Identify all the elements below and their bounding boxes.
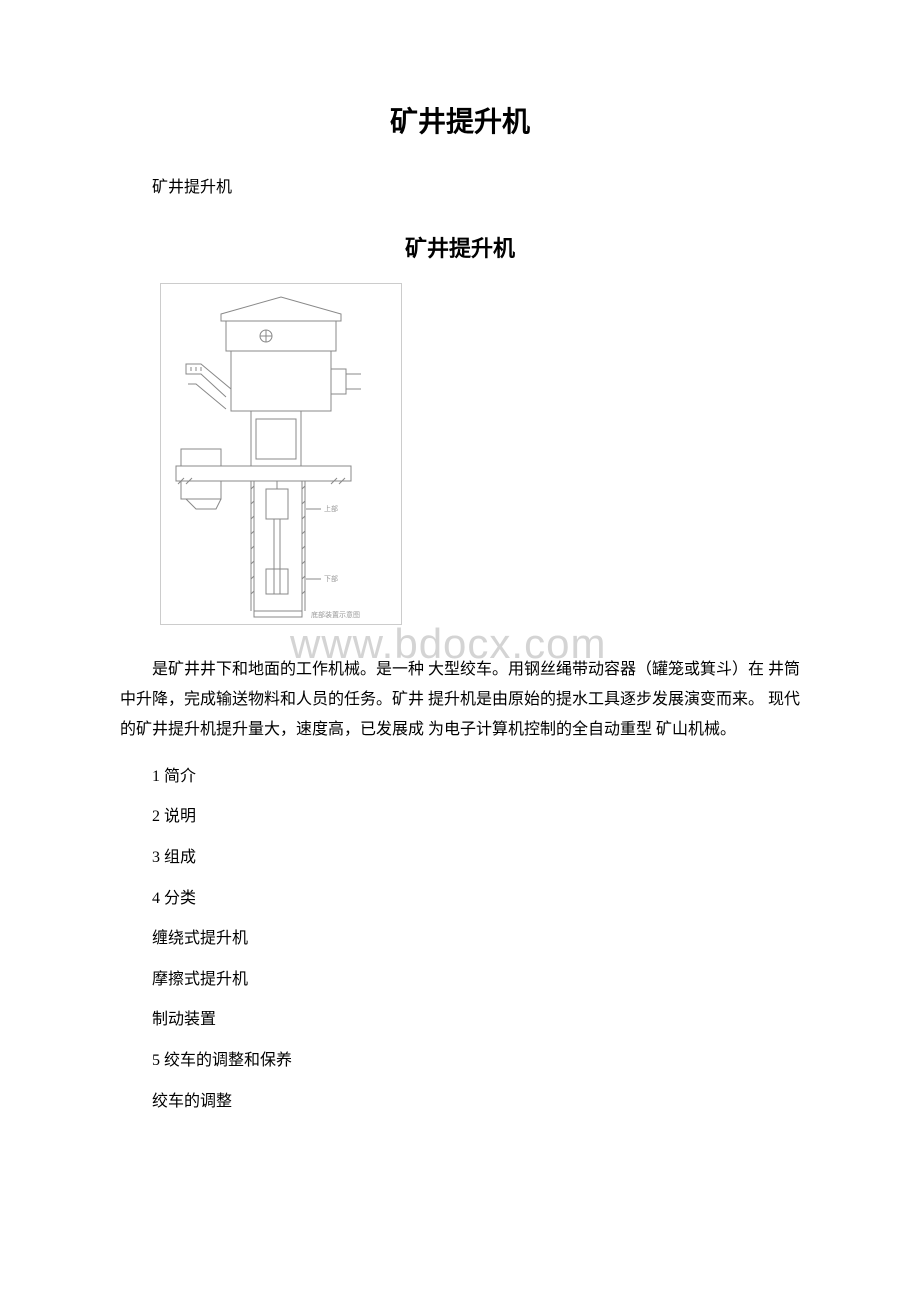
page-title: 矿井提升机 xyxy=(120,100,800,140)
section-title: 矿井提升机 xyxy=(120,231,800,263)
svg-text:底部装置示意图: 底部装置示意图 xyxy=(311,610,360,619)
toc-item: 2 说明 xyxy=(120,804,800,830)
toc-item: 缠绕式提升机 xyxy=(120,926,800,952)
svg-text:下部: 下部 xyxy=(324,574,338,583)
hoist-diagram: 上部 下部 底部装置示意图 xyxy=(166,289,396,619)
toc-item: 摩擦式提升机 xyxy=(120,967,800,993)
toc-item: 绞车的调整 xyxy=(120,1089,800,1115)
toc-item: 制动装置 xyxy=(120,1007,800,1033)
toc-item: 4 分类 xyxy=(120,886,800,912)
diagram-container: 上部 下部 底部装置示意图 xyxy=(160,283,800,630)
diagram-frame: 上部 下部 底部装置示意图 xyxy=(160,283,402,625)
description-paragraph: 是矿井井下和地面的工作机械。是一种 大型绞车。用钢丝绳带动容器（罐笼或箕斗）在 … xyxy=(120,655,800,746)
toc-item: 3 组成 xyxy=(120,845,800,871)
toc-item: 5 绞车的调整和保养 xyxy=(120,1048,800,1074)
toc-item: 1 简介 xyxy=(120,764,800,790)
svg-text:上部: 上部 xyxy=(324,504,338,513)
subtitle-text: 矿井提升机 xyxy=(120,175,800,201)
